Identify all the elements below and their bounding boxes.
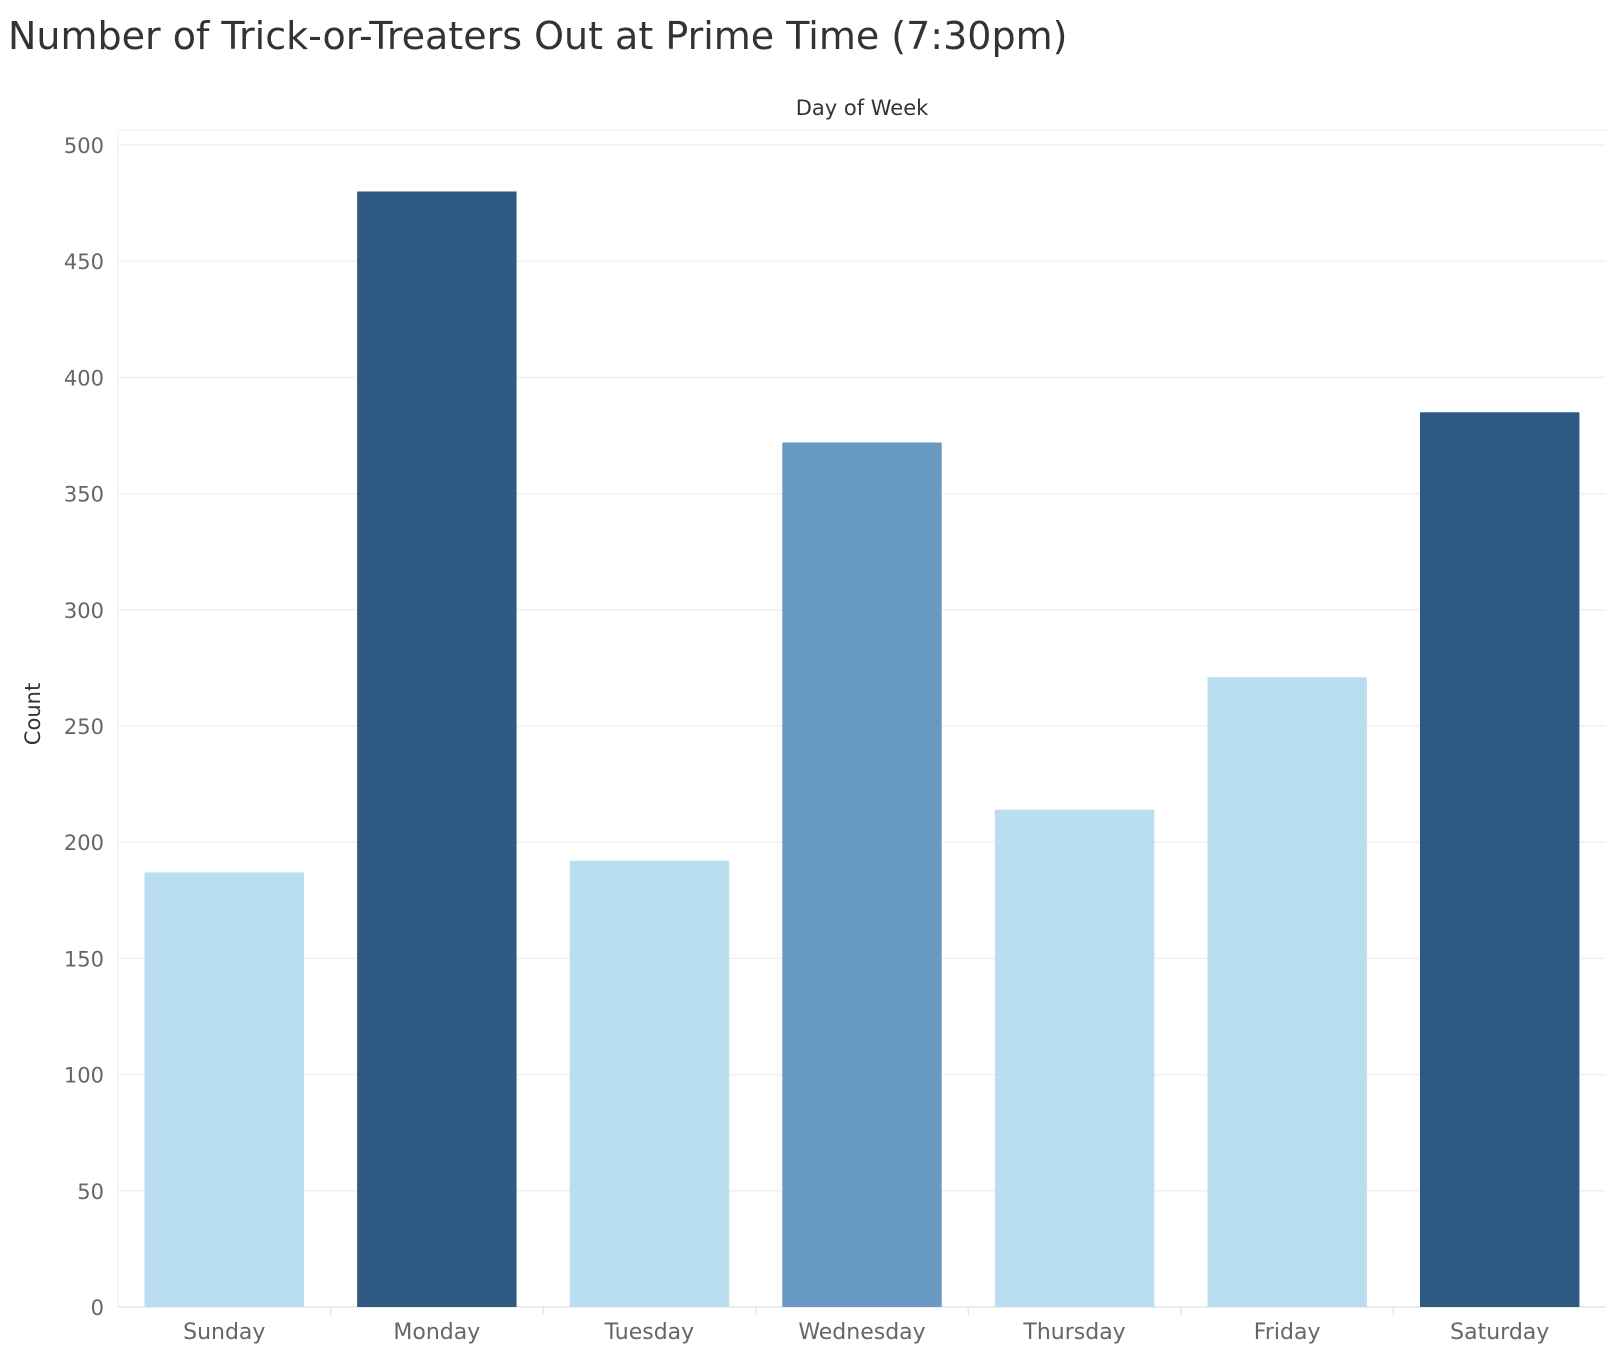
bar-friday[interactable]	[1207, 677, 1367, 1307]
y-tick-label: 250	[64, 715, 104, 739]
y-tick-label: 350	[64, 483, 104, 507]
y-tick-label: 400	[64, 366, 104, 390]
y-tick-label: 0	[91, 1296, 104, 1320]
x-tick-label-monday: Monday	[393, 1320, 480, 1345]
y-tick-label: 50	[77, 1180, 104, 1204]
bar-sunday[interactable]	[144, 872, 304, 1307]
chart-title: Number of Trick-or-Treaters Out at Prime…	[8, 14, 1068, 58]
axes: Day of Week Count	[21, 96, 929, 745]
y-axis-title: Count	[21, 683, 45, 745]
x-tick-label-sunday: Sunday	[183, 1320, 265, 1345]
y-tick-labels: 0 50 100 150 200 250 300 350 400 450 500	[64, 134, 104, 1320]
x-tick-label-saturday: Saturday	[1450, 1320, 1549, 1345]
x-tick-label-tuesday: Tuesday	[604, 1320, 695, 1345]
bar-thursday[interactable]	[994, 809, 1155, 1307]
bar-saturday[interactable]	[1420, 412, 1580, 1307]
x-tick-label-wednesday: Wednesday	[798, 1320, 925, 1345]
y-tick-label: 500	[64, 134, 104, 158]
bar-wednesday[interactable]	[782, 442, 942, 1307]
bar-monday[interactable]	[357, 191, 517, 1308]
x-tick-labels: Sunday Monday Tuesday Wednesday Thursday Frid…	[183, 1307, 1549, 1345]
x-axis-title: Day of Week	[796, 96, 929, 120]
y-tick-label: 150	[64, 947, 104, 971]
y-tick-label: 100	[64, 1064, 104, 1088]
bars	[144, 191, 1580, 1308]
bar-tuesday[interactable]	[569, 860, 730, 1307]
y-tick-label: 450	[64, 250, 104, 274]
y-tick-label: 300	[64, 599, 104, 623]
y-tick-label: 200	[64, 831, 104, 855]
x-tick-label-thursday: Thursday	[1022, 1320, 1125, 1345]
x-tick-label-friday: Friday	[1254, 1320, 1321, 1345]
